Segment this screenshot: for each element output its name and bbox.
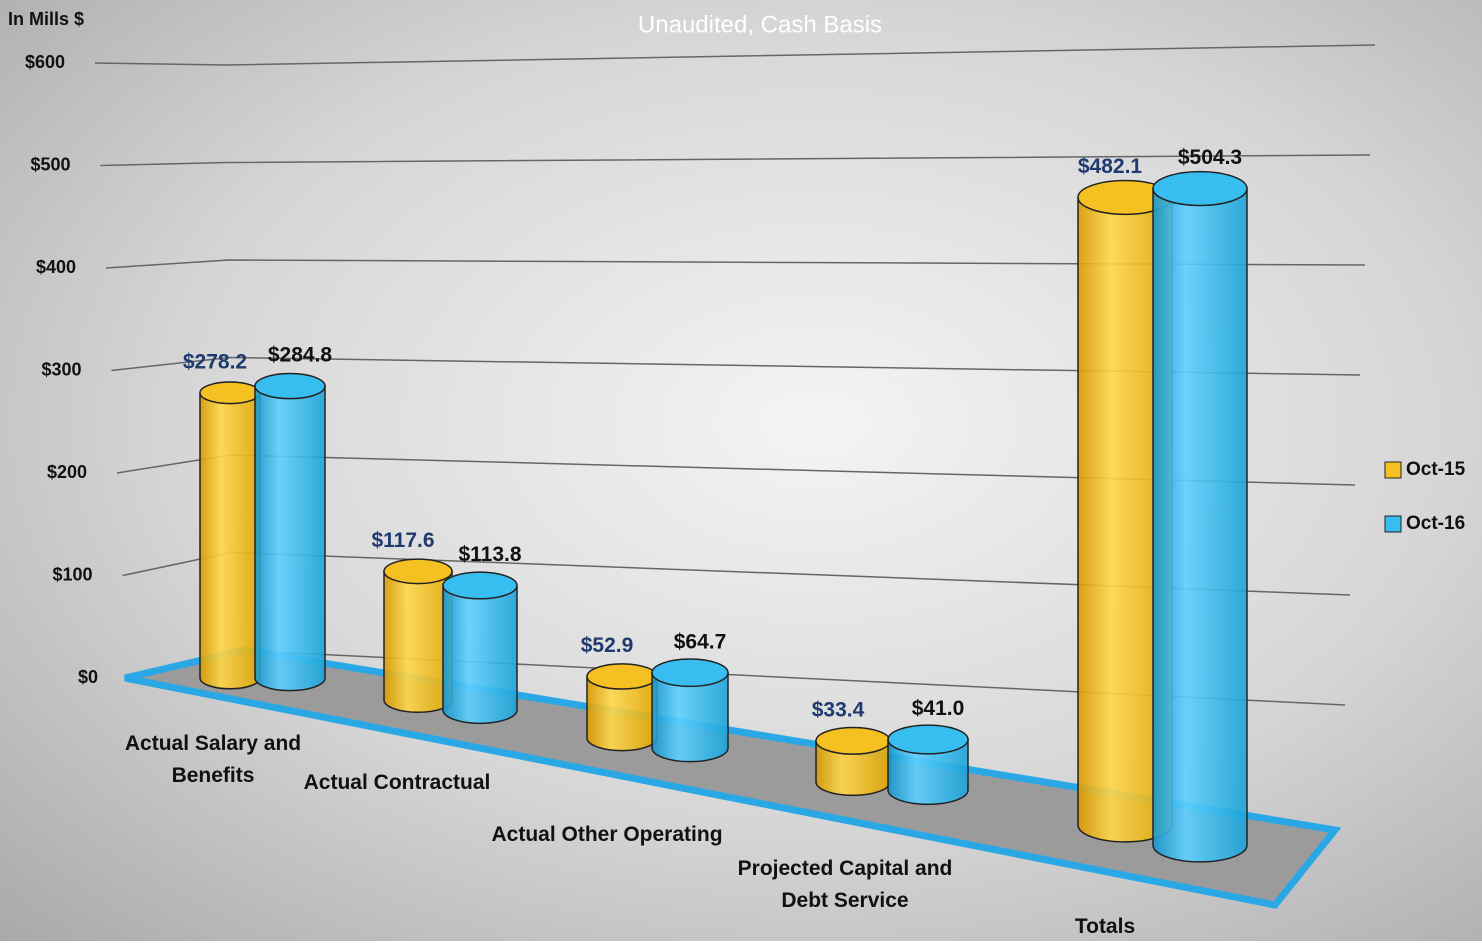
chart-subtitle: Unaudited, Cash Basis [638,11,882,38]
value-label: $117.6 [371,529,434,552]
grid-line [100,154,1371,167]
x-tick-label: Actual Contractual [303,771,491,794]
bar [199,392,261,690]
legend-swatch [1384,515,1402,533]
bar-cap [383,558,453,585]
legend-label: Oct-16 [1406,513,1465,534]
value-label: $41.0 [912,697,965,720]
bar [1152,187,1248,863]
bar-cap [651,658,729,688]
y-tick-label: $400 [36,257,76,277]
value-label: $504.3 [1178,146,1242,169]
bar [254,385,326,692]
y-tick-label: $500 [30,154,70,174]
value-label: $52.9 [581,634,634,657]
grid-line [94,44,1376,66]
x-tick-label: Totals [1074,915,1136,938]
y-tick-label: $200 [47,462,87,482]
bar-cap [442,571,518,600]
legend-label: Oct-15 [1406,459,1466,480]
grid-line [111,356,1361,376]
value-label: $278.2 [183,350,247,373]
grid-line [105,259,1366,269]
bar-cap [199,381,261,405]
y-tick-label: $0 [78,667,98,687]
legend-swatch [1384,461,1402,479]
y-tick-label: $300 [41,359,81,379]
bar [442,584,518,725]
value-label: $284.8 [268,344,333,367]
bar-cap [815,726,891,755]
value-label: $33.4 [812,698,865,721]
bar-cap [586,663,658,690]
bar [887,738,969,806]
y-tick-label: $100 [52,564,92,584]
value-label: $482.1 [1078,155,1143,178]
y-axis-title: In Mills $ [8,9,84,29]
x-tick-label: Actual Other Operating [491,823,723,846]
y-tick-label: $600 [25,52,65,72]
bar [383,570,453,713]
bar-cap [887,724,969,755]
bar-cap [254,372,326,400]
bar-cap [1152,170,1248,207]
value-label: $113.8 [458,543,521,566]
value-label: $64.7 [674,630,727,653]
bar [651,671,729,763]
x-tick-label: Actual Salary and Benefits [124,732,302,787]
x-tick-label: Projected Capital and Debt Service [737,857,953,912]
